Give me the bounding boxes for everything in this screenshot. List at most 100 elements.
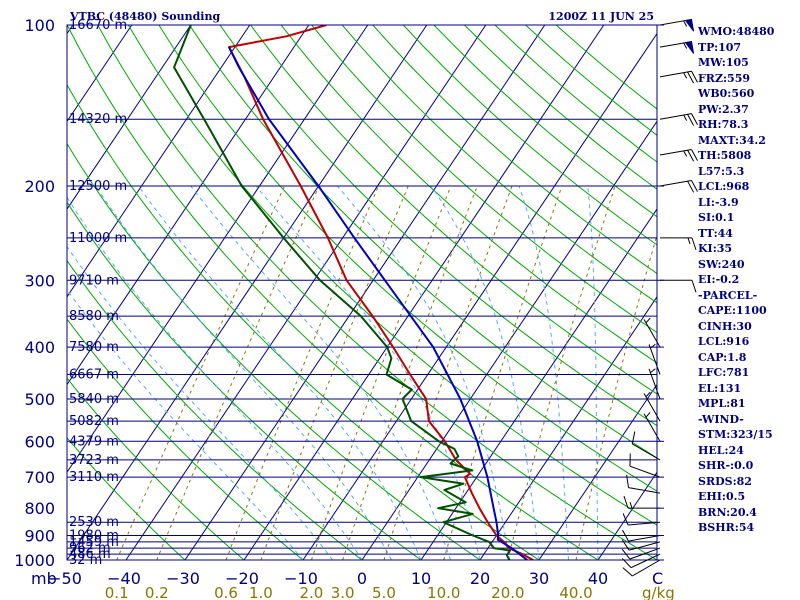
wind-barb-staff: [643, 319, 661, 348]
temperature-tick-label: 20: [470, 569, 490, 588]
moist-adiabat-line: [337, 185, 510, 560]
isotherm-line: [67, 25, 133, 123]
isotherm-line: [538, 383, 657, 560]
wind-barb: [643, 317, 661, 348]
temperature-tick-label: 40: [588, 569, 608, 588]
mixing-ratio-line: [310, 185, 452, 560]
wind-barb-flag: [684, 41, 695, 54]
wind-barb: [659, 113, 698, 126]
sounding-index-item: EI:-0.2: [698, 273, 740, 286]
wind-barb-full: [622, 513, 629, 526]
sounding-index-item: TP:107: [698, 40, 742, 54]
temperature-tick-label: 10: [411, 569, 431, 588]
sounding-index-item: EL:131: [698, 381, 742, 395]
temperature-unit-label: C: [652, 569, 663, 588]
height-label: 6667 m: [69, 367, 119, 382]
temperature-tick-label: −10: [284, 569, 318, 588]
mixing-ratio-label: 5.0: [372, 584, 396, 600]
wind-barb-staff: [628, 487, 661, 494]
temperature-profile-line: [228, 25, 534, 560]
sounding-index-item: EHI:0.5: [698, 490, 746, 503]
wind-barb-staff: [632, 559, 661, 577]
sounding-index-item: SRDS:82: [698, 474, 752, 488]
temperature-tick-label: −30: [166, 569, 200, 588]
pressure-tick-label: 300: [24, 271, 55, 290]
mixing-ratio-label: 1.0: [249, 584, 273, 600]
sounding-index-item: RH:78.3: [698, 118, 749, 131]
wind-barb: [626, 475, 661, 494]
sounding-index-item: WMO:48480: [698, 25, 775, 38]
mixing-ratio-unit-label: g/kg: [642, 584, 675, 600]
sounding-index-item: MPL:81: [698, 397, 746, 410]
sounding-index-item: LCL:968: [698, 180, 750, 193]
pressure-tick-label: 100: [24, 16, 55, 35]
wind-barb-full: [691, 113, 698, 126]
height-label: 8580 m: [69, 309, 119, 324]
moist-adiabat-line: [430, 185, 540, 560]
mixing-ratio-label: 20.0: [491, 584, 524, 600]
mixing-ratio-label: 0.1: [105, 584, 129, 600]
wind-barb-full: [691, 149, 698, 161]
wind-barb: [622, 559, 661, 577]
wind-barb-staff: [628, 541, 661, 551]
sounding-index-item: -WIND-: [698, 412, 744, 426]
height-label: 9710 m: [69, 273, 119, 288]
mixing-ratio-label: 0.6: [214, 584, 238, 600]
wind-barb: [660, 237, 697, 251]
pressure-tick-label: 700: [24, 468, 55, 487]
wind-barb-full: [691, 280, 697, 293]
wind-barb-half: [683, 42, 688, 49]
wind-barb-half: [683, 114, 688, 121]
height-label: 3723 m: [69, 453, 119, 468]
temperature-tick-label: 0: [357, 569, 367, 588]
wind-barb-full: [631, 431, 636, 445]
wind-barb-half: [683, 20, 688, 27]
sounding-index-item: SW:240: [698, 257, 745, 271]
isotherm-line: [361, 120, 657, 560]
sounding-index-item: TT:44: [698, 226, 733, 240]
wind-barb: [660, 279, 697, 293]
wind-barb: [622, 513, 661, 526]
isotherm-line: [67, 25, 369, 474]
wind-barb-full: [691, 237, 697, 251]
height-label: 11000 m: [69, 231, 127, 246]
pressure-tick-label: 900: [24, 527, 55, 546]
temperature-tick-label: 30: [529, 569, 549, 588]
sounding-index-item: SI:0.1: [698, 211, 735, 224]
wind-barb: [648, 343, 661, 375]
wind-barb: [659, 148, 698, 162]
isotherm-line: [420, 208, 657, 560]
sounding-index-item: L57:5.3: [698, 164, 745, 178]
isotherm-line: [67, 25, 192, 210]
pressure-tick-label: 200: [24, 177, 55, 196]
temperature-tick-label: −40: [107, 569, 141, 588]
sounding-index-item: STM:323/15: [698, 428, 773, 441]
wind-barb-staff: [630, 553, 661, 569]
sounding-index-item: MW:105: [698, 56, 749, 69]
wind-barb-staff: [659, 148, 692, 156]
sounding-index-item: LFC:781: [698, 366, 750, 379]
wind-barb-half: [650, 343, 656, 349]
wind-barb: [629, 453, 661, 478]
mixing-ratio-label: 3.0: [331, 584, 355, 600]
wind-barb-staff: [659, 70, 692, 78]
wind-barb-full: [621, 539, 630, 551]
wind-barb-full: [622, 529, 629, 542]
temperature-tick-label: −20: [225, 569, 259, 588]
isotherm-line: [67, 25, 428, 560]
wind-barb-half: [629, 501, 633, 509]
mixing-ratio-line: [116, 185, 285, 560]
wind-barb: [659, 70, 698, 84]
sounding-index-item: SHR-:0.0: [698, 459, 754, 472]
wind-barb: [622, 529, 661, 542]
pressure-tick-label: 600: [24, 432, 55, 451]
isotherm-line: [67, 25, 310, 386]
sounding-index-item: FRZ:559: [698, 71, 751, 85]
pressure-unit-label: mb: [31, 569, 57, 588]
wind-barb-full: [687, 71, 695, 84]
wind-barb: [623, 495, 660, 509]
wind-barb-full: [687, 149, 695, 162]
height-label: 1980 m: [69, 529, 119, 544]
